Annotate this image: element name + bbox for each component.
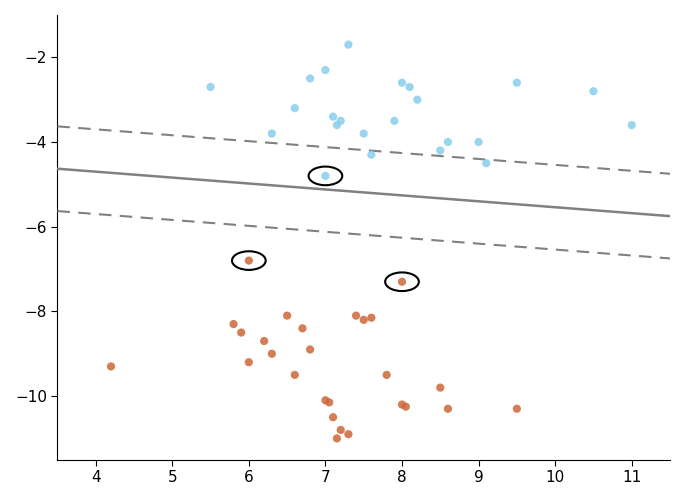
Point (243, 256, 254, 264)
Point (366, 314, 377, 322)
Point (243, 358, 254, 366)
Point (397, 278, 408, 285)
Point (332, 434, 342, 442)
Point (320, 66, 331, 74)
Point (435, 146, 446, 154)
Point (588, 87, 599, 95)
Point (332, 121, 342, 129)
Point (358, 316, 369, 324)
Point (205, 83, 216, 91)
Point (266, 130, 277, 138)
Point (381, 371, 392, 379)
Point (236, 328, 247, 336)
Point (366, 150, 377, 158)
Point (327, 112, 338, 120)
Point (289, 371, 300, 379)
Point (320, 396, 331, 404)
Point (343, 40, 354, 48)
Point (297, 324, 308, 332)
Point (228, 320, 239, 328)
Point (266, 350, 277, 358)
Point (343, 430, 354, 438)
Point (512, 405, 523, 413)
Point (397, 78, 408, 86)
Point (443, 405, 453, 413)
Point (473, 138, 484, 146)
Point (481, 159, 492, 167)
Point (282, 312, 292, 320)
Point (327, 413, 338, 421)
Point (324, 398, 335, 406)
Point (259, 337, 270, 345)
Point (320, 172, 331, 180)
Point (412, 96, 423, 104)
Point (397, 400, 408, 408)
Point (351, 312, 362, 320)
Point (435, 384, 446, 392)
Point (305, 346, 316, 354)
Point (626, 121, 637, 129)
Point (400, 402, 411, 410)
Point (305, 74, 316, 82)
Point (404, 83, 415, 91)
Point (335, 426, 346, 434)
Point (335, 117, 346, 125)
Point (289, 104, 300, 112)
Point (512, 78, 523, 86)
Point (389, 117, 400, 125)
Point (358, 130, 369, 138)
Point (443, 138, 453, 146)
Point (105, 362, 116, 370)
